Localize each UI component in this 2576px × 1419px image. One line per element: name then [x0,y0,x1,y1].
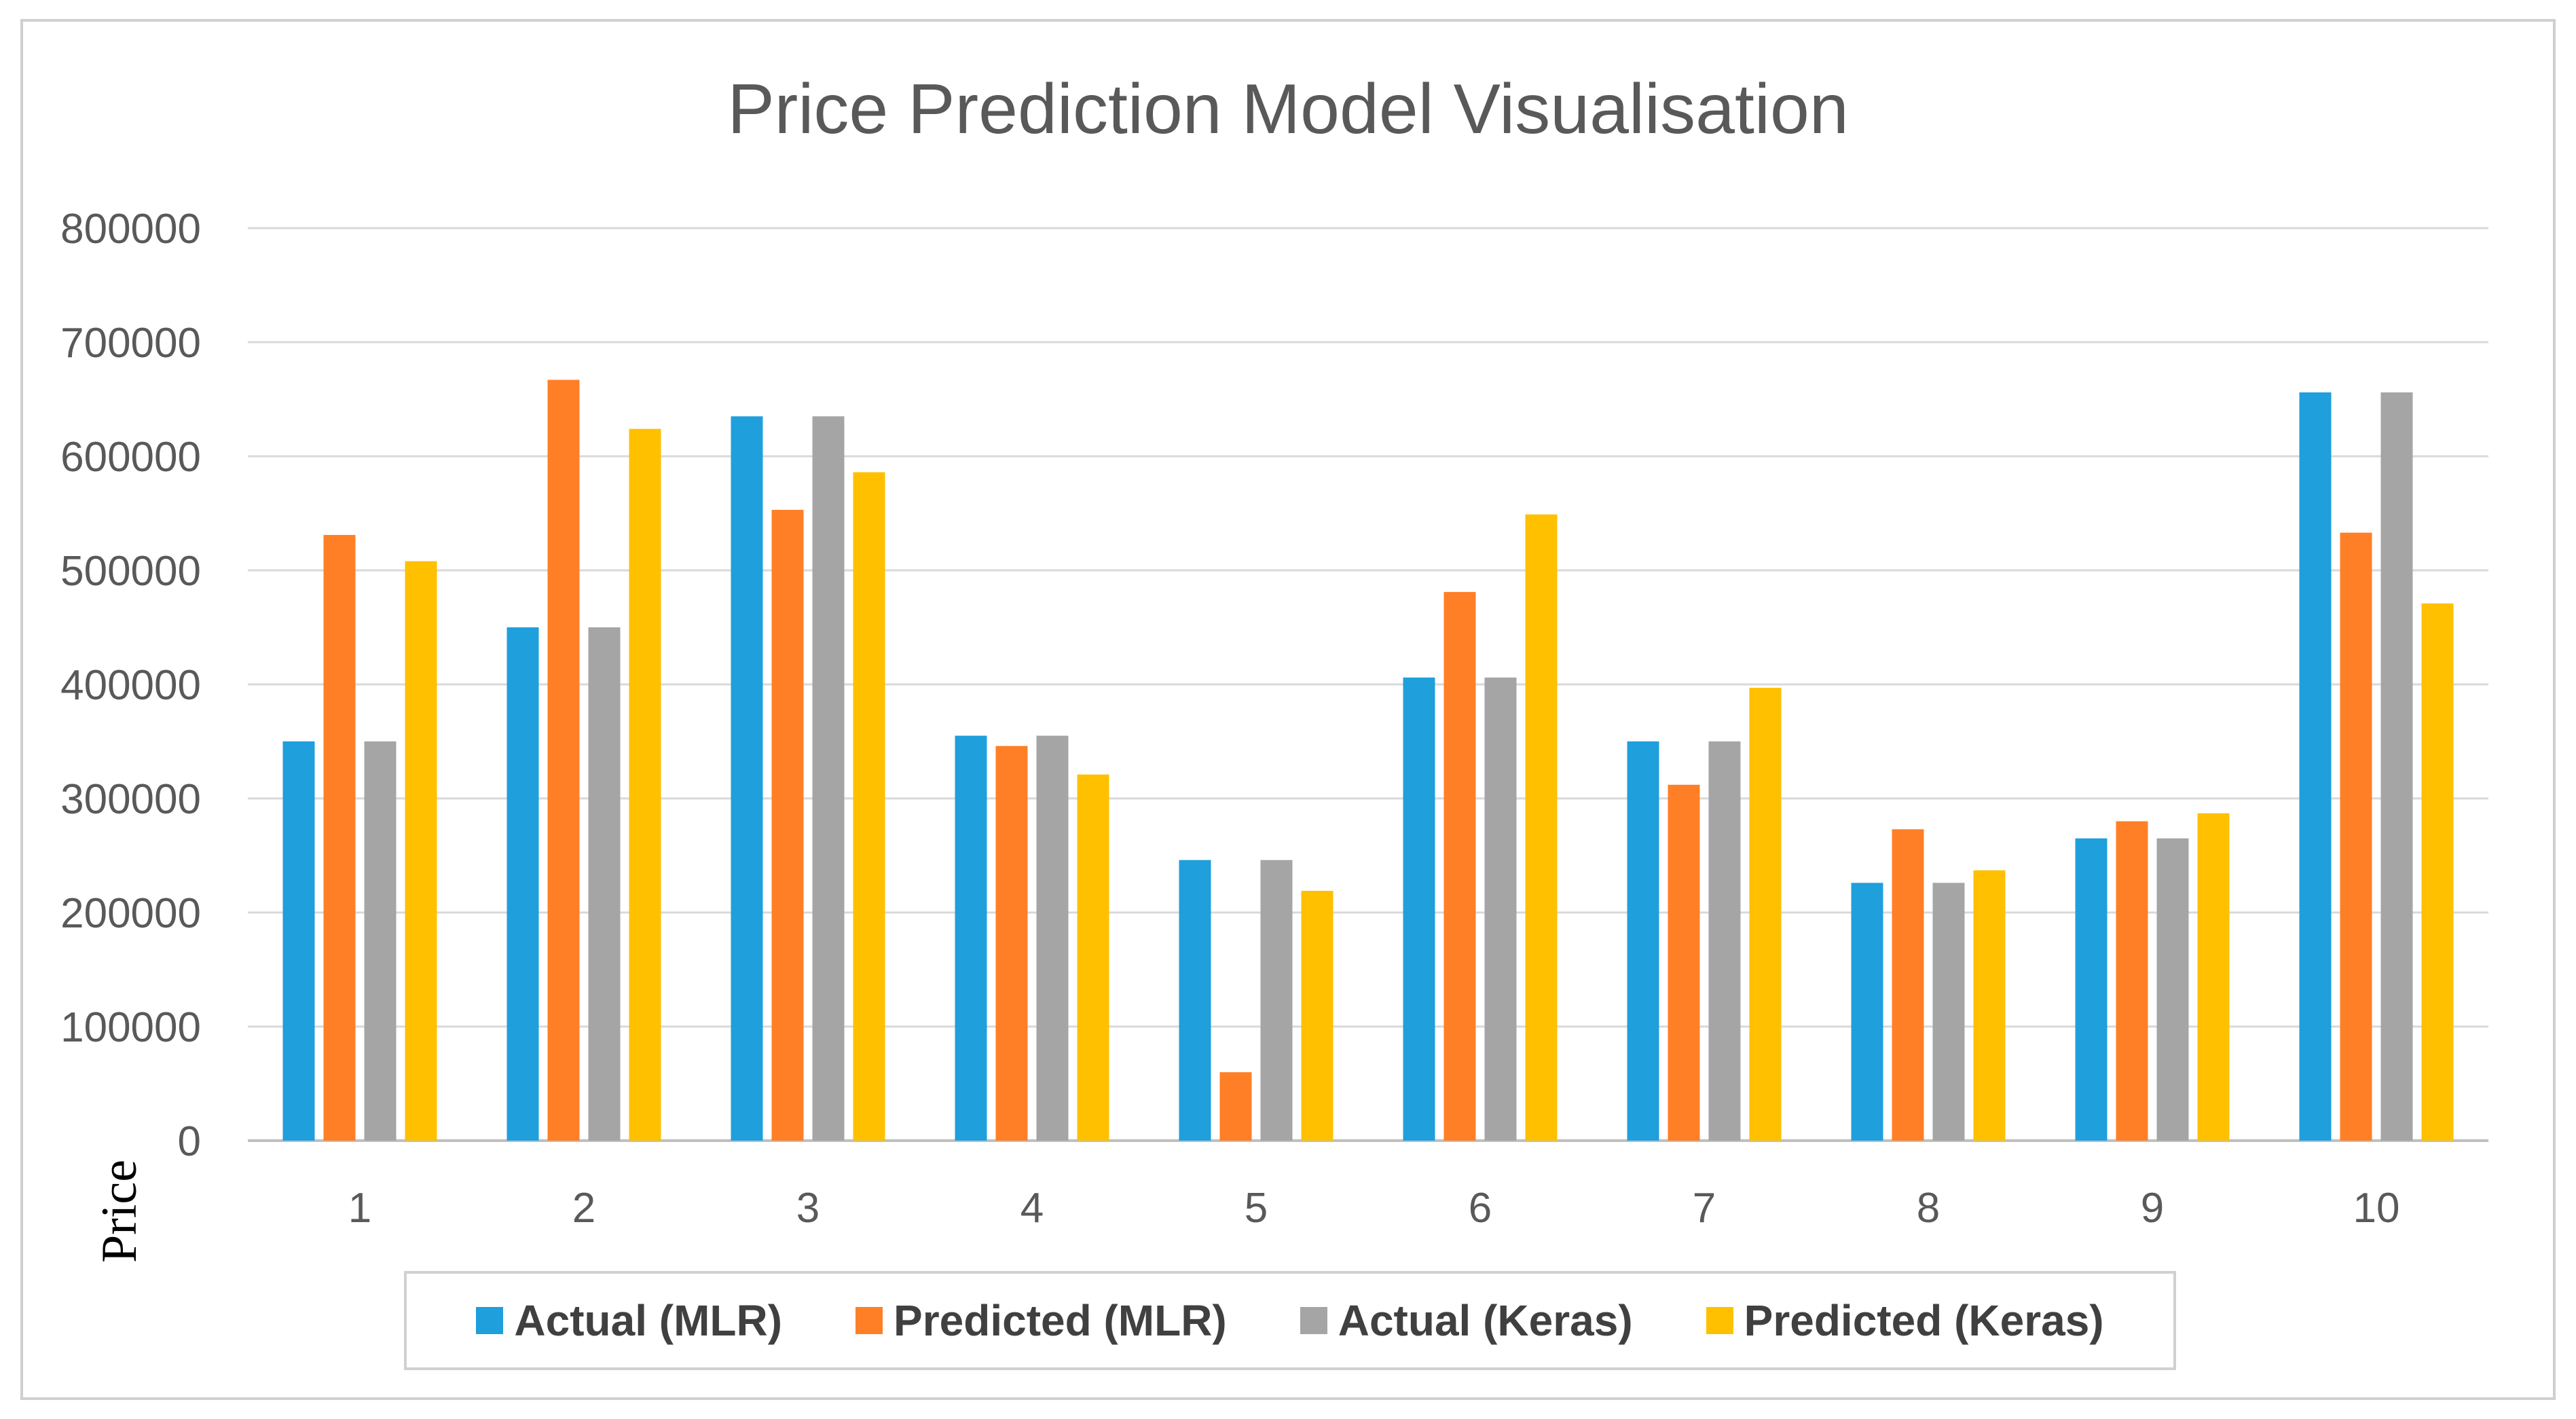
bar-actual-mlr-10 [2299,392,2332,1141]
legend-label: Predicted (Keras) [1744,1296,2104,1345]
bar-predicted-mlr-10 [2340,532,2372,1141]
y-tick-label: 100000 [60,1004,201,1051]
y-tick-label: 300000 [60,776,201,823]
bar-actual-keras-6 [1484,677,1517,1141]
bar-predicted-mlr-3 [771,509,804,1141]
legend-swatch [1300,1307,1327,1334]
x-tick-label: 5 [1245,1185,1268,1232]
bar-predicted-keras-2 [629,428,661,1141]
bar-actual-mlr-2 [507,627,539,1141]
bar-actual-mlr-8 [1851,883,1883,1141]
legend-label: Actual (MLR) [514,1296,783,1345]
x-tick-label: 10 [2353,1185,2400,1232]
bars [282,380,2454,1141]
x-tick-label: 1 [348,1185,371,1232]
bar-actual-mlr-4 [955,735,987,1141]
x-axis-ticks: 1 2 3 4 5 6 7 8 9 10 [348,1185,2400,1232]
chart-frame [20,19,2556,1400]
bar-predicted-mlr-9 [2116,821,2148,1141]
bar-predicted-mlr-7 [1668,784,1700,1141]
bar-predicted-keras-1 [405,561,437,1141]
bar-actual-mlr-7 [1627,741,1659,1141]
legend-item: Actual (Keras) [1300,1295,1633,1346]
y-tick-label: 700000 [60,320,201,367]
y-axis-ticks: 800000 700000 600000 500000 400000 300000 2000… [60,206,201,1165]
bar-actual-keras-8 [1932,883,1965,1141]
bar-actual-keras-3 [812,416,845,1141]
y-tick-label: 600000 [60,434,201,481]
legend-swatch [1706,1307,1733,1334]
bar-predicted-keras-4 [1077,774,1109,1141]
bar-actual-keras-2 [588,627,621,1141]
bar-predicted-keras-8 [1973,870,2006,1141]
y-tick-label: 200000 [60,890,201,937]
legend-swatch [855,1307,883,1334]
bar-predicted-mlr-1 [323,534,356,1141]
bar-actual-keras-5 [1260,860,1293,1141]
bar-predicted-keras-6 [1525,514,1558,1141]
y-tick-label: 800000 [60,206,201,253]
legend-item: Actual (MLR) [476,1295,782,1346]
bar-predicted-mlr-8 [1892,829,1924,1141]
bar-predicted-keras-3 [853,472,885,1141]
y-axis-label: Price [92,1160,147,1263]
legend-label: Predicted (MLR) [894,1296,1227,1345]
legend-item: Predicted (Keras) [1706,1295,2104,1346]
chart-title: Price Prediction Model Visualisation [727,70,1848,149]
bar-predicted-mlr-4 [995,745,1028,1141]
bar-predicted-mlr-2 [547,380,580,1141]
bar-actual-keras-1 [364,741,397,1141]
bar-actual-keras-4 [1036,735,1069,1141]
bar-actual-mlr-3 [731,416,763,1141]
x-tick-label: 7 [1693,1185,1716,1232]
bar-actual-keras-9 [2156,838,2189,1141]
bar-actual-keras-7 [1708,741,1741,1141]
bar-actual-mlr-5 [1179,860,1211,1141]
bar-actual-keras-10 [2380,392,2413,1141]
y-tick-label: 0 [178,1118,201,1165]
bar-actual-mlr-1 [282,741,315,1141]
bar-predicted-keras-5 [1301,891,1333,1141]
legend: Actual (MLR) Predicted (MLR) Actual (Keras… [404,1271,2176,1370]
x-tick-label: 2 [572,1185,595,1232]
x-tick-label: 9 [2141,1185,2164,1232]
x-tick-label: 3 [796,1185,820,1232]
bar-predicted-mlr-6 [1443,591,1476,1141]
x-tick-label: 6 [1469,1185,1492,1232]
legend-label: Actual (Keras) [1338,1296,1633,1345]
y-tick-label: 500000 [60,548,201,595]
bar-predicted-mlr-5 [1219,1072,1252,1141]
bar-predicted-keras-7 [1749,688,1782,1141]
bar-predicted-keras-10 [2421,603,2454,1141]
bar-predicted-keras-9 [2197,813,2230,1141]
bar-actual-mlr-6 [1403,677,1435,1141]
y-tick-label: 400000 [60,662,201,709]
x-tick-label: 8 [1917,1185,1940,1232]
x-tick-label: 4 [1020,1185,1044,1232]
gridlines [248,227,2488,1142]
legend-swatch [476,1307,504,1334]
legend-item: Predicted (MLR) [855,1295,1227,1346]
bar-actual-mlr-9 [2075,838,2108,1141]
